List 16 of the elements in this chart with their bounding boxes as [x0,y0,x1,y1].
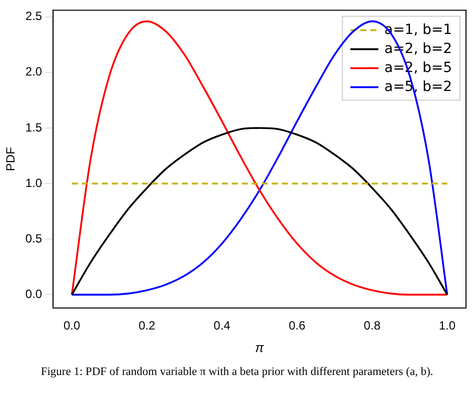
x-tick-label: 0.6 [288,318,306,333]
y-tick-label: 1.0 [25,176,42,190]
y-tick-label: 0.0 [25,286,42,301]
x-axis-title: π [255,340,264,355]
x-tick-label: 1.0 [438,318,456,333]
y-axis-title: PDF [4,147,18,172]
x-tick-label: 0.2 [138,318,156,333]
y-tick-label: 2.0 [25,64,42,79]
x-tick-label: 0.0 [64,318,81,333]
x-tick-label: 0.8 [364,318,381,333]
y-tick-label: 0.5 [25,231,42,246]
caption: Figure 1: PDF of random variable π with a beta prior with different parameters (a, b). [40,366,434,378]
x-tick-label: 0.4 [214,318,231,333]
line-series [70,127,448,296]
y-tick-label: 2.5 [25,9,42,24]
y-tick-label: 1.5 [25,120,42,134]
